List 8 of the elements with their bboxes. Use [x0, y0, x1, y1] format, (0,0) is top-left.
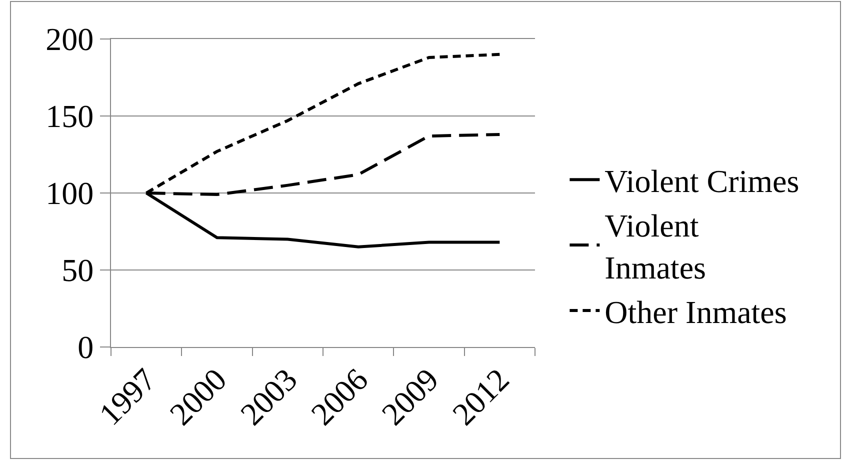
y-tick-label: 150 — [46, 98, 94, 134]
y-tick-label: 50 — [62, 252, 94, 288]
legend-label: Other Inmates — [604, 294, 787, 330]
y-tick-label: 100 — [46, 175, 94, 212]
y-tick-label: 0 — [78, 329, 94, 366]
legend-label: Violent Crimes — [604, 163, 800, 200]
legend-label: Violent Inmates — [604, 208, 706, 286]
y-tick-label: 200 — [46, 21, 94, 58]
